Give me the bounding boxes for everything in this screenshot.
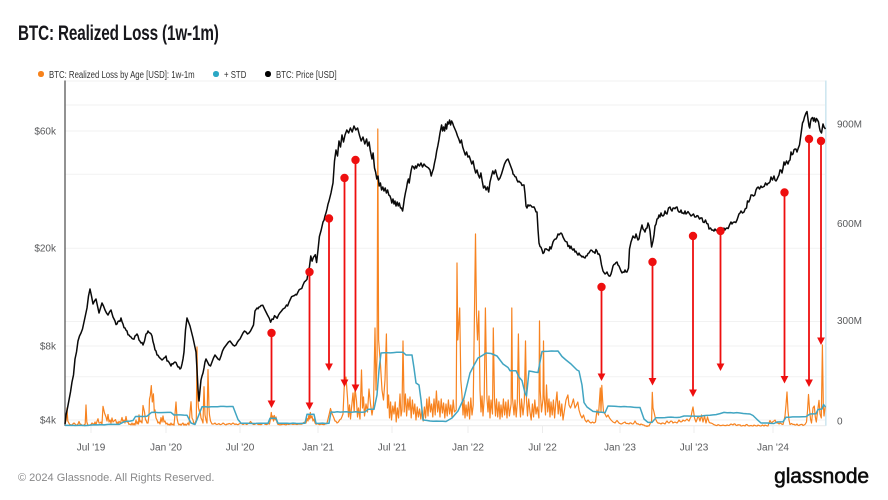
svg-text:Jan '23: Jan '23 xyxy=(604,443,636,454)
svg-text:Jul '22: Jul '22 xyxy=(528,443,557,454)
svg-text:Jan '24: Jan '24 xyxy=(757,443,789,454)
svg-text:Jan '20: Jan '20 xyxy=(150,443,182,454)
svg-text:300M: 300M xyxy=(837,316,862,327)
svg-text:600M: 600M xyxy=(837,219,862,230)
svg-text:Jul '23: Jul '23 xyxy=(680,443,709,454)
svg-text:Jul '20: Jul '20 xyxy=(226,443,255,454)
svg-text:900M: 900M xyxy=(837,120,862,131)
svg-text:0: 0 xyxy=(837,417,843,428)
svg-text:Jul '21: Jul '21 xyxy=(378,443,407,454)
svg-text:$20k: $20k xyxy=(34,244,57,255)
svg-text:Jan '21: Jan '21 xyxy=(302,443,334,454)
svg-text:$60k: $60k xyxy=(34,127,57,138)
svg-text:Jan '22: Jan '22 xyxy=(452,443,484,454)
svg-text:Jul '19: Jul '19 xyxy=(77,443,106,454)
svg-text:$4k: $4k xyxy=(40,416,57,427)
svg-text:$8k: $8k xyxy=(40,342,57,353)
